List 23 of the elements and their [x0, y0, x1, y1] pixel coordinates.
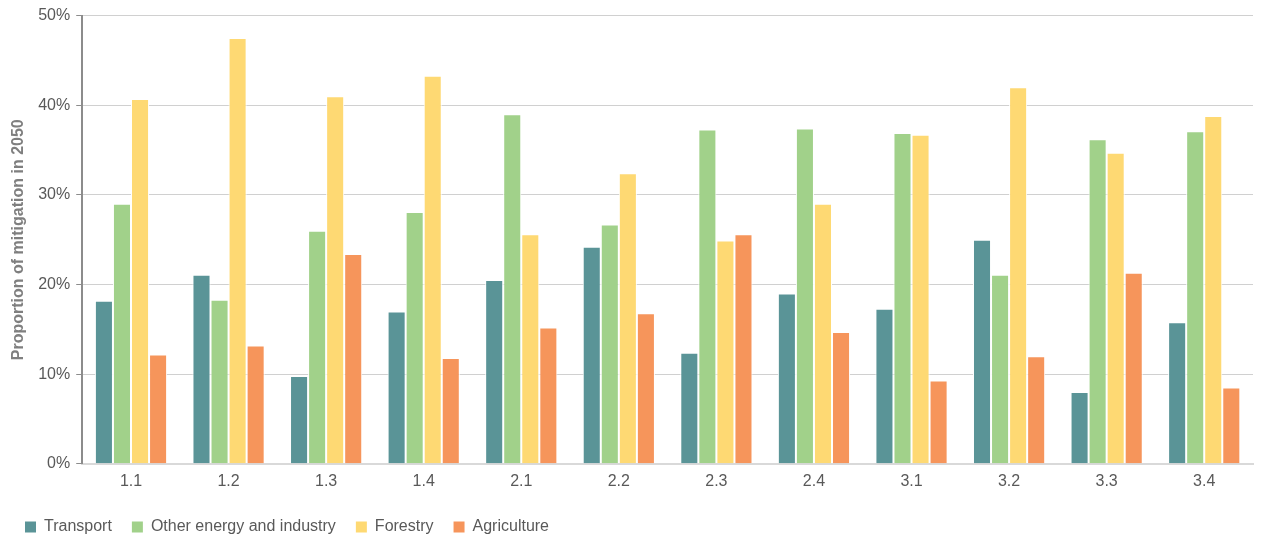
y-tick-label: 20% [38, 274, 71, 292]
y-tick-label: 10% [38, 364, 71, 382]
legend-label: Other energy and industry [150, 517, 336, 535]
x-tick-label: 2.2 [607, 471, 631, 489]
legend-label: Forestry [374, 517, 434, 535]
x-tick-label: 3.3 [1095, 471, 1118, 489]
y-tick-label: 50% [38, 6, 71, 24]
x-tick-label: 2.3 [705, 471, 728, 489]
y-tick-label: 30% [38, 185, 71, 203]
y-axis-title: Proportion of mitigation in 2050 [9, 119, 27, 361]
legend-label: Agriculture [472, 517, 550, 535]
x-tick-label: 3.4 [1193, 471, 1216, 489]
x-tick-label: 1.4 [412, 471, 435, 489]
x-tick-label: 2.4 [802, 471, 826, 489]
x-tick-label: 2.1 [510, 471, 533, 489]
y-tick-label: 40% [38, 95, 71, 113]
y-tick-label: 0% [47, 454, 71, 472]
x-tick-label: 3.1 [900, 471, 923, 489]
x-tick-label: 3.2 [997, 471, 1021, 489]
x-tick-label: 1.1 [119, 471, 143, 489]
x-tick-label: 1.2 [217, 471, 240, 489]
legend-label: Transport [44, 517, 113, 535]
x-tick-label: 1.3 [315, 471, 338, 489]
